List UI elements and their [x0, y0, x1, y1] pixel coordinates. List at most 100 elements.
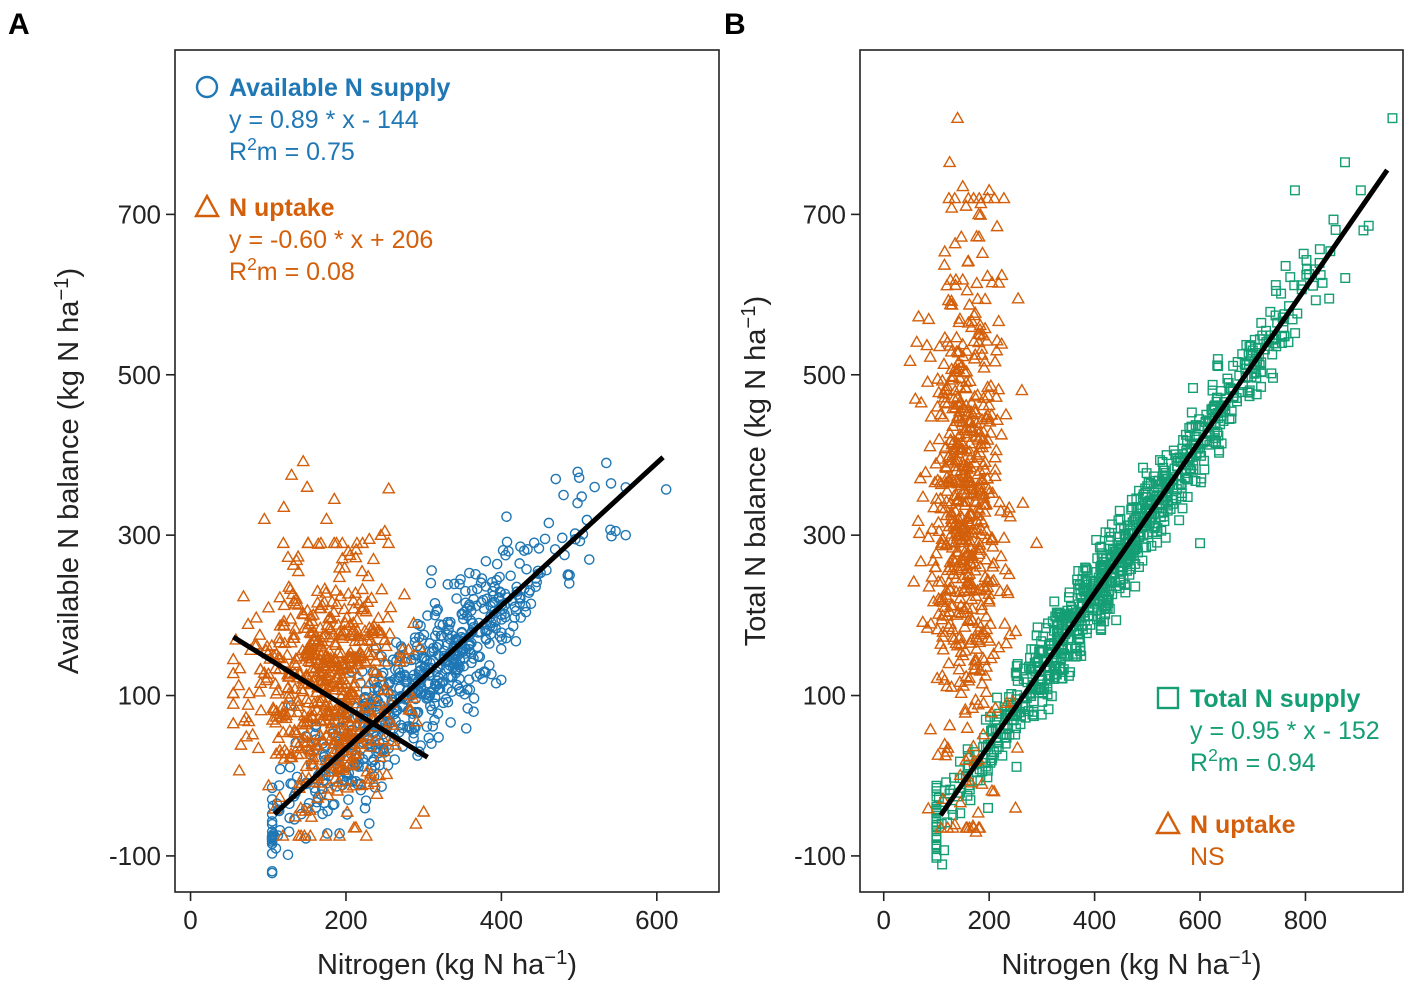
data-point [959, 198, 973, 211]
regression-line [231, 634, 429, 760]
data-point [572, 466, 583, 478]
data-point [959, 343, 974, 356]
data-point [932, 524, 946, 537]
data-point [929, 456, 943, 469]
data-point [976, 651, 990, 663]
data-point [426, 565, 438, 576]
data-point [957, 535, 972, 548]
data-point [1290, 328, 1301, 339]
data-point [1292, 308, 1303, 319]
data-point [283, 723, 297, 736]
data-point [330, 783, 345, 796]
data-point [952, 315, 966, 328]
data-point [944, 508, 959, 521]
data-point [924, 409, 939, 422]
data-point [505, 570, 516, 582]
data-point [942, 155, 957, 168]
data-point [993, 503, 1008, 516]
data-point [994, 549, 1008, 562]
x-tick-label: 200 [324, 905, 367, 935]
data-point [963, 635, 978, 648]
data-point [914, 395, 929, 408]
y-axis-title-part-2: ) [740, 296, 772, 306]
data-point [340, 804, 355, 817]
data-point [1237, 387, 1248, 398]
data-point [928, 560, 943, 573]
data-point [321, 781, 335, 794]
data-point [964, 420, 978, 433]
data-point [968, 692, 983, 705]
data-point [496, 614, 507, 625]
data-point [276, 500, 291, 512]
data-point [980, 572, 995, 585]
data-point [1049, 596, 1060, 607]
x-axis-title-part-1: −1 [1229, 947, 1252, 969]
data-point [408, 728, 419, 739]
data-point [395, 642, 410, 655]
data-point [983, 802, 994, 813]
y-axis-title-part-0: Available N balance (kg N ha [53, 300, 85, 674]
data-point [963, 413, 977, 426]
data-point [950, 607, 964, 620]
data-point [955, 272, 970, 285]
data-point [1177, 503, 1188, 514]
data-point [949, 272, 963, 285]
data-point [355, 564, 369, 577]
data-point [1328, 214, 1339, 225]
data-point [320, 618, 334, 631]
data-point [948, 400, 963, 413]
data-point [1178, 435, 1189, 446]
data-point [948, 809, 959, 820]
data-point [940, 563, 955, 576]
data-point [968, 563, 982, 576]
data-point [941, 777, 952, 788]
data-point [226, 696, 241, 709]
data-point [393, 651, 407, 663]
data-point [956, 678, 971, 691]
data-point [451, 679, 463, 691]
data-point [954, 474, 969, 487]
data-point [958, 529, 972, 541]
data-point [951, 344, 966, 357]
data-point [973, 521, 988, 534]
data-point [939, 538, 953, 551]
data-point [421, 721, 433, 733]
data-point [303, 647, 317, 660]
data-point [271, 731, 286, 743]
data-point [343, 717, 358, 730]
data-point [1301, 269, 1312, 280]
data-point [524, 585, 536, 596]
data-point [583, 554, 595, 565]
data-point [933, 593, 947, 606]
panel-b: B 0 200 400 600 800 -100 100 300 500 700 Nitrogen (… [724, 8, 1404, 981]
data-point [474, 668, 486, 680]
data-point [531, 576, 543, 588]
legend-r2-part-1: 2 [247, 254, 257, 274]
data-point [969, 229, 984, 242]
data-point [916, 489, 930, 502]
data-point [341, 586, 356, 599]
data-point [943, 297, 958, 310]
data-point [367, 775, 381, 788]
data-point [273, 743, 287, 756]
data-point [947, 191, 962, 204]
data-point [1064, 667, 1075, 678]
data-point [1015, 383, 1029, 396]
data-point [1115, 561, 1126, 572]
data-point [297, 708, 312, 721]
data-point [269, 746, 283, 759]
data-point [939, 587, 953, 600]
data-point [234, 737, 248, 750]
data-point [362, 771, 376, 784]
data-point [969, 641, 984, 654]
data-point [313, 695, 328, 708]
data-point [1190, 420, 1201, 431]
data-point [442, 616, 454, 628]
data-point [345, 654, 360, 667]
data-point [922, 579, 936, 592]
data-point [932, 432, 946, 445]
data-point [294, 682, 309, 695]
data-point [1170, 449, 1181, 460]
data-point [521, 563, 532, 575]
